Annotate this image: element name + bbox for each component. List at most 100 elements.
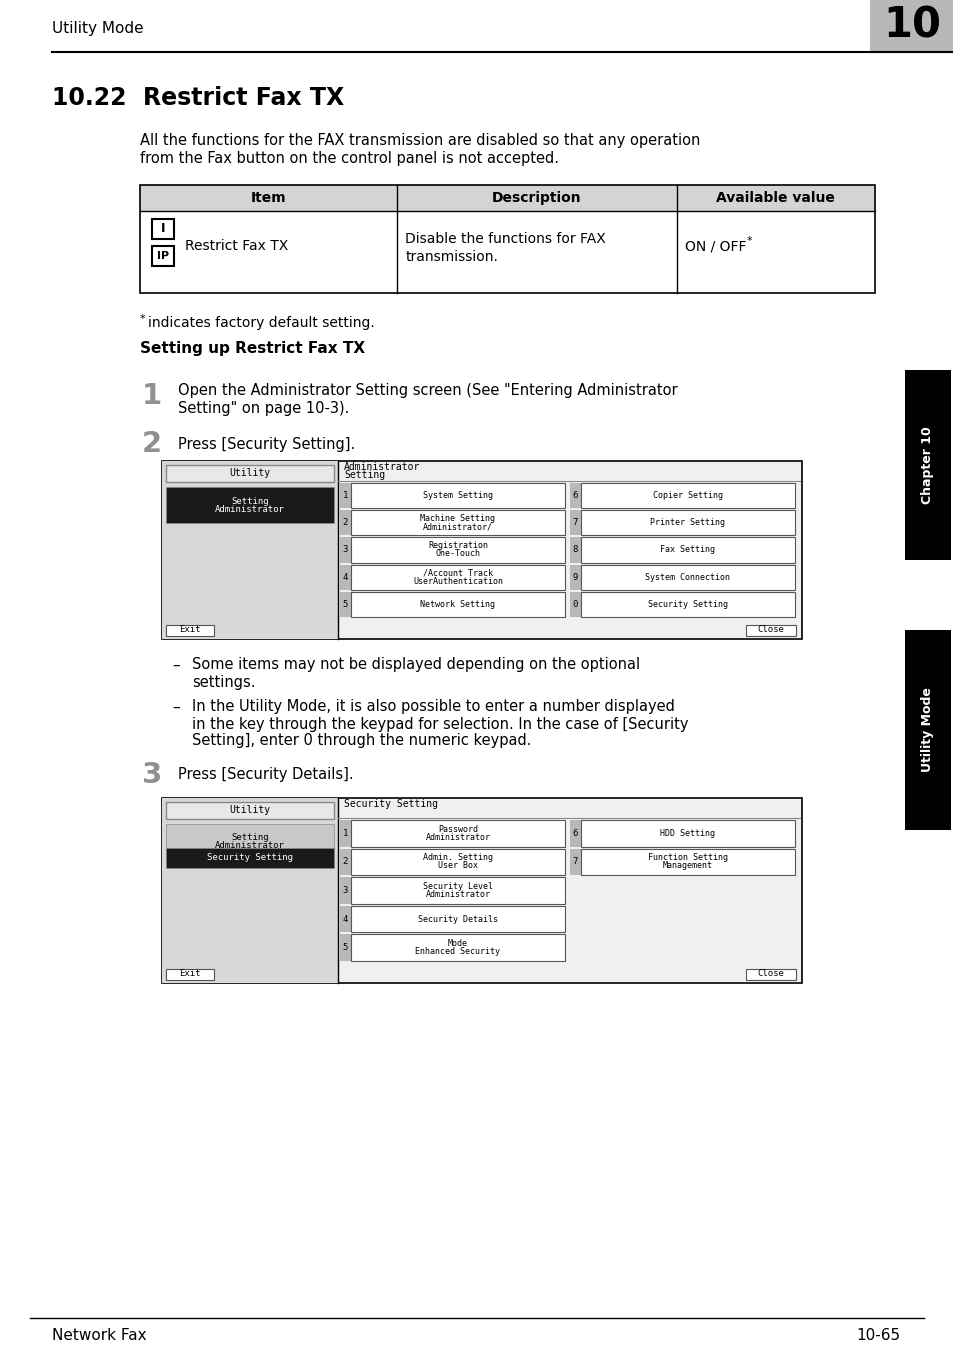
Text: 7: 7 bbox=[572, 857, 578, 867]
Bar bbox=[351, 821, 564, 846]
Bar bbox=[580, 565, 794, 589]
Bar bbox=[339, 849, 351, 875]
Text: Administrator: Administrator bbox=[425, 890, 490, 899]
Text: Administrator: Administrator bbox=[214, 841, 285, 850]
Bar bbox=[162, 798, 337, 983]
Text: System Connection: System Connection bbox=[645, 573, 730, 581]
Text: 10: 10 bbox=[882, 5, 940, 47]
Bar bbox=[745, 969, 795, 980]
Bar bbox=[339, 821, 351, 846]
Bar bbox=[569, 821, 580, 846]
Text: Setting], enter 0 through the numeric keypad.: Setting], enter 0 through the numeric ke… bbox=[192, 734, 531, 749]
Bar bbox=[152, 246, 173, 266]
Text: Enhanced Security: Enhanced Security bbox=[416, 948, 500, 956]
Text: Registration: Registration bbox=[428, 542, 488, 550]
Text: 6: 6 bbox=[572, 491, 578, 500]
Text: 0: 0 bbox=[572, 600, 578, 608]
Text: 2: 2 bbox=[342, 857, 348, 867]
Text: Utility Mode: Utility Mode bbox=[921, 688, 934, 772]
Bar bbox=[351, 877, 564, 903]
Bar bbox=[162, 461, 337, 639]
Bar bbox=[904, 630, 950, 830]
Text: Copier Setting: Copier Setting bbox=[652, 491, 722, 500]
Bar bbox=[339, 483, 351, 508]
Text: 6: 6 bbox=[572, 829, 578, 838]
Text: All the functions for the FAX transmission are disabled so that any operation: All the functions for the FAX transmissi… bbox=[140, 132, 700, 147]
Text: transmission.: transmission. bbox=[405, 250, 497, 264]
Text: Mode: Mode bbox=[448, 940, 468, 948]
Text: Press [Security Setting].: Press [Security Setting]. bbox=[178, 437, 355, 452]
Bar bbox=[351, 906, 564, 933]
Bar bbox=[166, 465, 334, 483]
Text: Machine Setting: Machine Setting bbox=[420, 514, 495, 523]
Text: HDD Setting: HDD Setting bbox=[659, 829, 715, 838]
Bar bbox=[351, 483, 564, 508]
Text: UserAuthentication: UserAuthentication bbox=[413, 577, 502, 585]
Bar bbox=[166, 487, 334, 523]
Bar bbox=[351, 934, 564, 961]
Bar bbox=[166, 823, 334, 860]
Text: 10-65: 10-65 bbox=[855, 1329, 899, 1344]
Text: 3: 3 bbox=[142, 761, 162, 790]
Text: Management: Management bbox=[662, 861, 712, 871]
Text: Open the Administrator Setting screen (See "Entering Administrator: Open the Administrator Setting screen (S… bbox=[178, 384, 677, 399]
Text: 3: 3 bbox=[342, 886, 348, 895]
Text: Fax Setting: Fax Setting bbox=[659, 545, 715, 554]
Text: Security Setting: Security Setting bbox=[207, 853, 293, 863]
Text: *: * bbox=[140, 314, 146, 324]
Text: 3: 3 bbox=[342, 545, 348, 554]
Bar bbox=[745, 625, 795, 635]
Text: Utility: Utility bbox=[230, 804, 271, 815]
Bar bbox=[339, 934, 351, 961]
Bar bbox=[580, 537, 794, 562]
Text: In the Utility Mode, it is also possible to enter a number displayed: In the Utility Mode, it is also possible… bbox=[192, 699, 674, 714]
Bar bbox=[339, 510, 351, 535]
Text: Restrict Fax TX: Restrict Fax TX bbox=[185, 239, 288, 253]
Text: Password: Password bbox=[437, 825, 477, 834]
Bar bbox=[569, 565, 580, 589]
Text: Security Details: Security Details bbox=[417, 914, 497, 923]
Text: User Box: User Box bbox=[437, 861, 477, 871]
Text: 1: 1 bbox=[342, 491, 348, 500]
Text: 4: 4 bbox=[342, 573, 348, 581]
Text: Setting: Setting bbox=[231, 833, 269, 842]
Text: 5: 5 bbox=[342, 600, 348, 608]
Text: Utility: Utility bbox=[230, 468, 271, 479]
Text: –: – bbox=[172, 657, 179, 672]
Text: Function Setting: Function Setting bbox=[647, 853, 727, 863]
Text: Administrator: Administrator bbox=[214, 504, 285, 514]
Bar bbox=[166, 969, 213, 980]
Bar bbox=[166, 848, 334, 868]
Text: Press [Security Details].: Press [Security Details]. bbox=[178, 768, 354, 783]
Text: 2: 2 bbox=[342, 518, 348, 527]
Text: Network Fax: Network Fax bbox=[52, 1329, 147, 1344]
Text: Item: Item bbox=[251, 191, 286, 206]
Bar bbox=[162, 798, 801, 983]
Bar bbox=[162, 461, 801, 639]
Bar bbox=[351, 537, 564, 562]
Text: –: – bbox=[172, 699, 179, 714]
Text: I: I bbox=[161, 223, 165, 235]
Bar bbox=[569, 483, 580, 508]
Bar bbox=[339, 877, 351, 903]
Text: Utility Mode: Utility Mode bbox=[52, 20, 144, 35]
Text: 4: 4 bbox=[342, 914, 348, 923]
Text: IP: IP bbox=[157, 251, 169, 261]
Text: 5: 5 bbox=[342, 944, 348, 952]
Text: System Setting: System Setting bbox=[422, 491, 493, 500]
Bar bbox=[339, 537, 351, 562]
Text: 9: 9 bbox=[572, 573, 578, 581]
Text: Administrator: Administrator bbox=[425, 833, 490, 842]
Text: 1: 1 bbox=[142, 383, 162, 410]
Text: 10.22  Restrict Fax TX: 10.22 Restrict Fax TX bbox=[52, 87, 344, 110]
Text: Close: Close bbox=[757, 969, 783, 979]
Text: settings.: settings. bbox=[192, 675, 255, 690]
Bar bbox=[140, 185, 874, 293]
Text: Available value: Available value bbox=[716, 191, 834, 206]
Text: Setting: Setting bbox=[344, 470, 385, 480]
Text: Disable the functions for FAX: Disable the functions for FAX bbox=[405, 233, 605, 246]
Text: 1: 1 bbox=[342, 829, 348, 838]
Bar bbox=[351, 565, 564, 589]
Bar bbox=[869, 0, 953, 51]
Bar bbox=[569, 537, 580, 562]
